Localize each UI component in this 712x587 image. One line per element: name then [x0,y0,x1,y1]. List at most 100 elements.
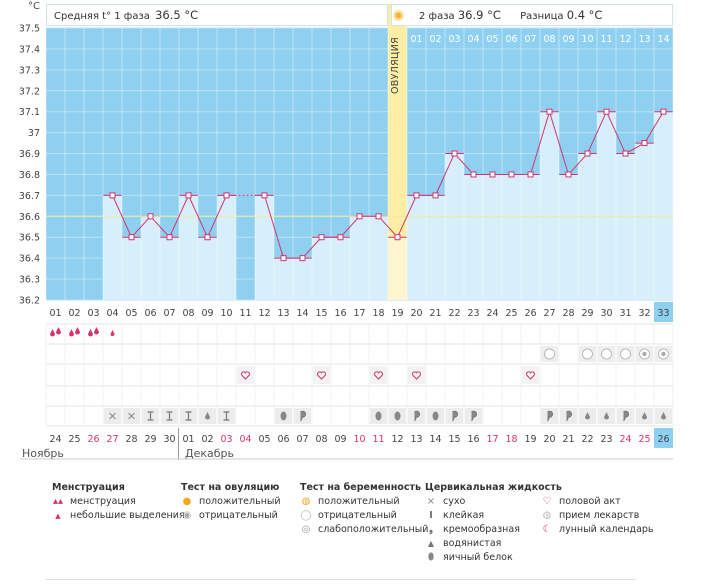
egg-white-icon [375,411,382,421]
temperature-line-segment [568,153,588,175]
temperature-point [603,108,610,115]
creamy-icon [566,410,573,422]
cycle-day-label: 15 [315,308,327,319]
drop-icon [50,329,55,337]
diff-label: Разница [520,11,564,22]
temperature-point [375,213,382,220]
date-label: 21 [562,434,574,445]
temperature-point [147,213,154,220]
temperature-point [299,255,306,262]
grey-disc-icon: ◉ [182,509,192,521]
y-tick-label: 36.7 [19,191,40,202]
temperature-bar [483,174,502,300]
legend-spotting: ▲ небольшие выделения [52,510,184,521]
cross-icon [128,412,135,420]
creamy-icon [452,410,459,422]
temperature-point [185,192,192,199]
temperature-point [660,108,667,115]
date-label: 05 [258,434,270,445]
date-label: 19 [524,434,536,445]
temperature-line-segment [150,215,170,238]
phase1-label: Средняя t° 1 фаза [54,11,150,22]
cycle-day-label: 32 [638,308,650,319]
phase2-day-label: 01 [410,34,422,45]
y-tick-label: 37.1 [19,107,40,118]
temperature-bar [369,216,388,300]
temperature-line-segment [435,153,455,196]
sticky-icon [166,411,173,421]
drop-icon: ▲ [55,511,61,520]
temperature-line-segment [340,215,360,238]
current-day-highlight [654,302,673,322]
date-label: 07 [296,434,308,445]
temperature-bar [426,195,445,300]
egg-white-icon [280,411,287,421]
date-label: 08 [315,434,327,445]
creamy-icon [300,410,307,422]
legend-cervical-egg: ⬮ яичный белок [425,552,513,563]
water-drop-icon: ▲ [427,538,435,548]
temperature-bar [616,153,635,300]
date-label: 22 [581,434,593,445]
date-label: 02 [201,434,213,445]
cycle-day-label: 27 [543,308,555,319]
legend-pregnancy-test-title: Тест на беременность [300,482,421,493]
date-label: 26 [87,434,99,445]
y-tick-label: 37.2 [19,86,40,97]
heart-cell [370,366,387,384]
creamy-icon: ❟ [429,523,433,535]
water-drop-icon [661,412,666,420]
legend-menstruation: ▴▴ менструация [52,495,136,507]
creamy-icon [414,410,421,422]
phase2-day-label: 08 [543,34,555,45]
temperature-point [584,150,591,157]
temperature-point [432,192,439,199]
legend-ovulation-test-title: Тест на овуляцию [181,482,280,493]
cycle-day-label: 03 [87,308,99,319]
swirl-disc-icon: ◎ [301,523,311,535]
drops-icon: ▴▴ [52,495,64,507]
heart-cell [237,366,254,384]
y-tick-label: 37.5 [19,24,40,35]
date-label: 17 [486,434,498,445]
grey-disc-icon: ◯ [300,509,312,521]
date-label: 12 [391,434,403,445]
phase2-day-label: 04 [467,34,479,45]
phase1-header: Средняя t° 1 фаза 36.5 °C [46,4,388,26]
cycle-day-label: 05 [125,308,137,319]
ovulation-label: ОВУЛЯЦИЯ [390,36,401,94]
temperature-point [109,192,116,199]
y-tick-label: 36.6 [19,212,40,223]
date-label: 18 [505,434,517,445]
y-tick-label: 36.2 [19,296,40,307]
cycle-day-label: 07 [163,308,175,319]
temperature-bar [502,174,521,300]
phase2-day-label: 12 [619,34,631,45]
date-label: 03 [220,434,232,445]
temperature-bar [103,195,122,300]
date-label: 26 [657,434,669,445]
temperature-bar [274,258,293,300]
temperature-bar [445,153,464,300]
y-tick-label: 37.3 [19,65,40,76]
temperature-line-segment [302,236,322,259]
heart-cell [408,366,425,384]
temperature-bar [198,237,217,300]
heart-icon [525,371,536,380]
sticky-icon: I [429,509,433,521]
moon-icon: ☾ [542,523,552,535]
creamy-icon [547,410,554,422]
water-drop-icon [642,412,647,420]
sun-icon [393,10,404,21]
temperature-bar [540,111,559,300]
heart-icon: ♡ [542,495,552,507]
sticky-icon [185,411,192,421]
temperature-line-segment [625,142,645,154]
phase2-day-label: 13 [638,34,650,45]
temperature-point [204,234,211,241]
cycle-day-label: 30 [600,308,612,319]
temperature-point [166,234,173,241]
temperature-point [565,171,572,178]
egg-white-icon [394,411,401,421]
diff-value: 0.4 °C [566,8,603,22]
